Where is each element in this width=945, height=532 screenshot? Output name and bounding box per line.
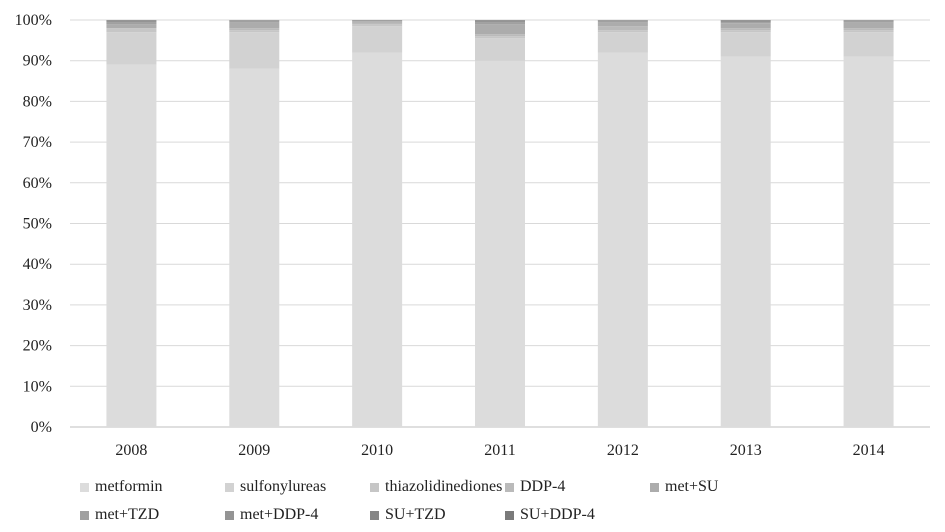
- bar-segment: [597, 30, 648, 33]
- bar-segment: [352, 21, 403, 23]
- legend-swatch: [225, 510, 234, 520]
- legend-label: SU+DDP-4: [520, 506, 595, 523]
- legend-item: SU+DDP-4: [505, 506, 595, 524]
- legend-label: metformin: [95, 478, 163, 495]
- bar-segment: [475, 60, 525, 427]
- bar-segment: [843, 20, 894, 23]
- x-tick-label: 2011: [484, 442, 515, 459]
- y-tick-label: 10%: [23, 378, 52, 395]
- bar-segment: [843, 32, 894, 57]
- legend-label: sulfonylureas: [240, 478, 327, 495]
- legend-label: DDP-4: [520, 478, 566, 495]
- bar-segment: [475, 24, 525, 35]
- legend-item: met+SU: [650, 478, 718, 496]
- legend-item: DDP-4: [505, 478, 565, 496]
- y-tick-label: 60%: [23, 175, 52, 192]
- bar-segment: [597, 26, 648, 31]
- y-tick-label: 90%: [23, 53, 52, 70]
- legend-label: met+SU: [665, 478, 719, 495]
- y-tick-label: 40%: [23, 256, 52, 273]
- x-tick-label: 2013: [730, 442, 762, 459]
- legend-swatch: [505, 510, 514, 520]
- bar-segment: [229, 28, 280, 31]
- legend-label: met+DDP-4: [240, 506, 319, 523]
- bar-segment: [843, 30, 894, 33]
- legend-label: SU+TZD: [385, 506, 446, 523]
- bar-segment: [720, 23, 771, 29]
- bar-segment: [475, 34, 525, 37]
- bar-segment: [597, 32, 648, 53]
- legend: metformin sulfonylureas thiazolidinediones…: [80, 478, 840, 530]
- legend-swatch: [225, 482, 234, 492]
- bar-segment: [352, 26, 403, 53]
- bar-segment: [106, 22, 157, 25]
- bar-segment: [475, 20, 525, 23]
- x-tick-label: 2012: [607, 442, 639, 459]
- legend-swatch: [370, 482, 379, 492]
- x-tick-label: 2014: [853, 442, 885, 459]
- bar-segment: [720, 22, 771, 24]
- bar-segment: [720, 28, 771, 31]
- bar-segment: [597, 22, 648, 27]
- bar-segment: [352, 20, 403, 22]
- bar-segment: [106, 64, 157, 428]
- bar-segment: [597, 52, 648, 428]
- bar-segment: [229, 32, 280, 69]
- legend-item: thiazolidinediones: [370, 478, 502, 496]
- bar-segment: [475, 22, 525, 25]
- y-tick-label: 50%: [23, 216, 52, 233]
- bar-segment: [229, 22, 280, 29]
- bar-segment: [229, 20, 280, 21]
- x-tick-label: 2010: [361, 442, 393, 459]
- bars: [106, 20, 894, 428]
- bar-segment: [843, 22, 894, 29]
- legend-label: thiazolidinediones: [385, 478, 503, 495]
- x-tick-label: 2008: [115, 442, 147, 459]
- bar-segment: [843, 28, 894, 31]
- y-tick-label: 80%: [23, 93, 52, 110]
- y-tick-label: 0%: [31, 419, 52, 436]
- legend-label: met+TZD: [95, 506, 160, 523]
- legend-swatch: [80, 510, 89, 520]
- legend-swatch: [370, 510, 379, 520]
- bar-segment: [106, 20, 157, 23]
- bar-segment: [352, 52, 403, 428]
- bar-segment: [720, 20, 771, 23]
- bar-segment: [352, 22, 403, 25]
- bar-segment: [106, 24, 157, 29]
- bar-segment: [475, 36, 525, 39]
- y-tick-label: 100%: [15, 12, 52, 29]
- y-tick-label: 70%: [23, 134, 52, 151]
- legend-item: met+TZD: [80, 506, 159, 524]
- legend-item: met+DDP-4: [225, 506, 318, 524]
- x-tick-labels: 2008 2009 2010 2011 2012 2013 2014: [115, 442, 884, 459]
- bar-segment: [720, 32, 771, 57]
- x-tick-label: 2009: [238, 442, 270, 459]
- legend-item: SU+TZD: [370, 506, 446, 524]
- legend-item: sulfonylureas: [225, 478, 326, 496]
- bar-segment: [475, 38, 525, 61]
- bar-segment: [720, 56, 771, 427]
- legend-swatch: [505, 482, 514, 492]
- bar-segment: [229, 30, 280, 33]
- legend-item: metformin: [80, 478, 163, 496]
- bar-segment: [106, 28, 157, 33]
- y-tick-label: 30%: [23, 297, 52, 314]
- bar-segment: [106, 32, 157, 65]
- bar-segment: [229, 20, 280, 23]
- legend-swatch: [80, 482, 89, 492]
- stacked-bar-chart: 0%10%20%30%40%50%60%70%80%90%100% 2008 20…: [15, 12, 930, 459]
- y-tick-label: 20%: [23, 338, 52, 355]
- legend-swatch: [650, 482, 659, 492]
- bar-segment: [720, 30, 771, 33]
- bar-segment: [352, 24, 403, 27]
- y-tick-labels: 0% 10% 20% 30% 40% 50% 60% 70% 80% 90% 100%: [15, 12, 52, 436]
- bar-segment: [843, 56, 894, 427]
- bar-segment: [229, 68, 280, 427]
- bar-segment: [597, 20, 648, 23]
